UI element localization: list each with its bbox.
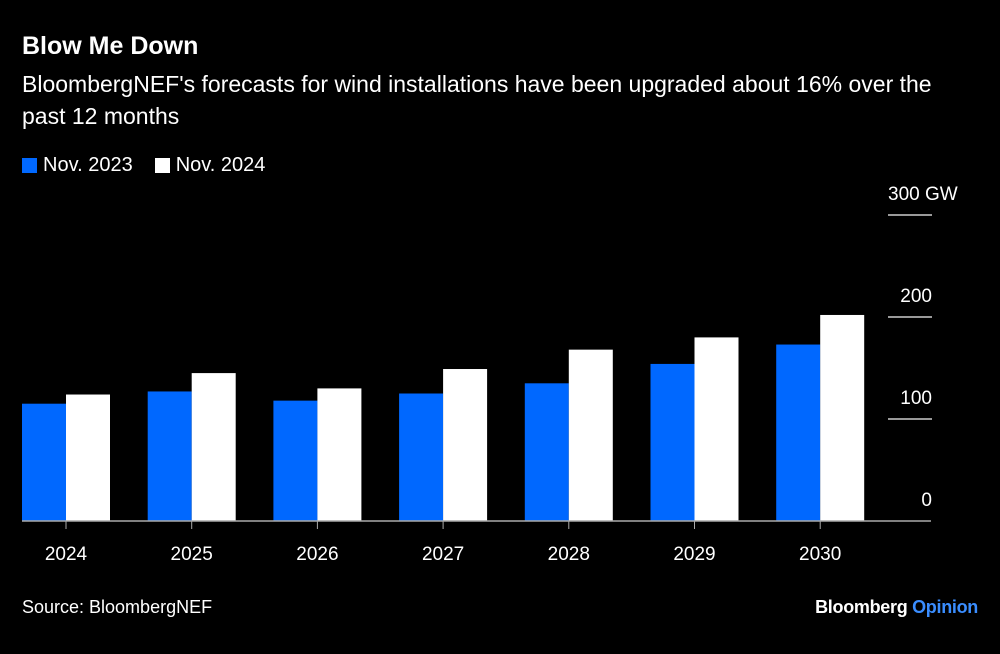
x-tick-label: 2025 (171, 544, 213, 565)
bar-nov-2023-2024 (22, 403, 66, 521)
bar-nov-2024-2029 (694, 337, 739, 521)
y-tick-label: 0 (921, 490, 932, 511)
bar-nov-2023-2030 (776, 344, 821, 521)
x-tick-label: 2029 (673, 544, 715, 565)
bar-nov-2024-2030 (820, 314, 865, 521)
legend-swatch (22, 158, 37, 173)
x-tick-label: 2028 (548, 544, 590, 565)
source-note: Source: BloombergNEF (22, 597, 213, 617)
bar-nov-2024-2026 (317, 388, 362, 521)
chart-title: Blow Me Down (22, 32, 199, 60)
bar-nov-2024-2024 (66, 394, 110, 521)
x-tick-label: 2027 (422, 544, 464, 565)
bar-nov-2023-2026 (273, 400, 318, 521)
bar-nov-2023-2029 (650, 363, 695, 521)
legend: Nov. 2023 Nov. 2024 (22, 154, 265, 177)
bar-nov-2023-2025 (147, 391, 192, 521)
bar-nov-2024-2025 (191, 373, 236, 521)
bar-nov-2023-2028 (524, 383, 569, 521)
bar-nov-2023-2027 (399, 393, 444, 521)
y-tick-label: 100 (900, 388, 932, 409)
x-tick-label: 2030 (799, 544, 841, 565)
legend-item-nov-2023: Nov. 2023 (22, 154, 133, 177)
bar-nov-2024-2028 (568, 349, 613, 521)
x-tick-label: 2026 (296, 544, 338, 565)
legend-label: Nov. 2024 (175, 154, 266, 176)
chart-subtitle: BloombergNEF's forecasts for wind instal… (22, 71, 932, 129)
legend-swatch (154, 158, 170, 173)
y-tick-label: 300 GW (888, 184, 958, 205)
legend-item-nov-2024: Nov. 2024 (154, 154, 266, 177)
legend-label: Nov. 2023 (43, 154, 133, 176)
y-tick-label: 200 (900, 286, 932, 307)
x-tick-label: 2024 (45, 544, 88, 565)
bloomberg-opinion-logo: Bloomberg Opinion (815, 597, 978, 617)
bar-nov-2024-2027 (443, 369, 488, 521)
